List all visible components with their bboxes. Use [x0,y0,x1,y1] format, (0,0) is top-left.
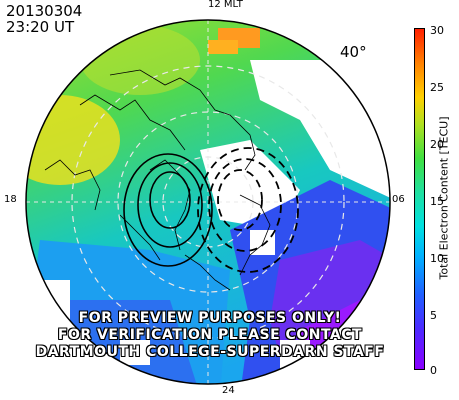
convection-contours-dashed [197,147,299,273]
continent-outlines [44,69,271,291]
watermark-line-3: DARTMOUTH COLLEGE-SUPERDARN STAFF [35,344,385,360]
mlt-right-label: 06 [392,194,405,205]
colorbar-tick-30: 30 [430,24,444,37]
convection-contours-solid [123,153,213,267]
mlt-top-label: 12 MLT [208,0,243,10]
colorbar-tick-5: 5 [430,309,437,322]
watermark-line-1: FOR PREVIEW PURPOSES ONLY! [78,310,342,326]
colorbar [414,28,425,370]
colorbar-tick-15: 15 [430,195,444,208]
colorbar-tick-0: 0 [430,364,437,377]
colorbar-tick-20: 20 [430,138,444,151]
mlt-left-label: 18 [4,194,17,205]
latitude-label: 40° [340,43,367,61]
colorbar-tick-25: 25 [430,81,444,94]
mlt-bottom-label: 24 [222,385,235,396]
colorbar-label: Total Electron Content [TECU] [437,116,451,280]
time-label: 23:20 UT [6,18,75,36]
watermark-line-2: FOR VERIFICATION PLEASE CONTACT [57,327,363,343]
colorbar-tick-10: 10 [430,252,444,265]
map-boundary [25,19,391,385]
date-label: 20130304 [6,2,83,20]
